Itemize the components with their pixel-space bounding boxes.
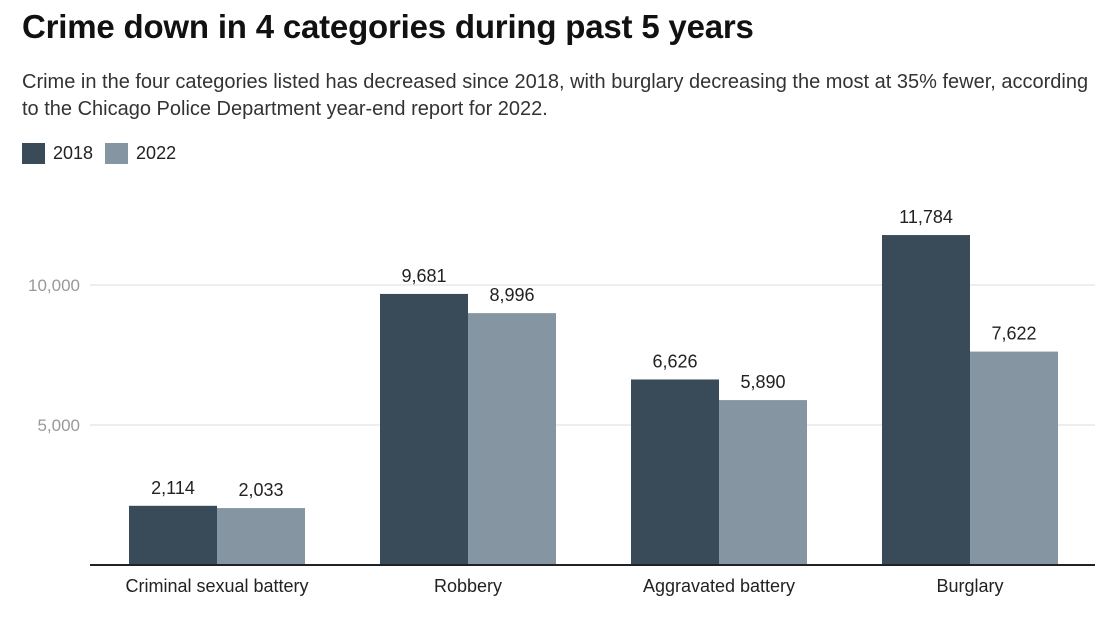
data-label: 2,114 [151,478,195,498]
bar-2018-robbery [380,293,468,565]
data-label: 5,890 [740,372,785,392]
legend-swatch-2022 [105,143,129,164]
bar-2018-burglary [882,235,970,565]
legend-item-2018: 2018 [22,143,93,164]
data-label: 2,033 [238,480,283,500]
data-label: 9,681 [401,266,446,286]
legend-swatch-2018 [22,143,45,164]
x-tick-label: Burglary [936,576,1003,596]
y-tick-label: 10,000 [28,276,80,295]
x-tick-label: Robbery [434,576,502,596]
x-tick-label: Criminal sexual battery [125,576,308,596]
bar-2018-criminal-sexual-battery [129,505,217,565]
bar-2022-aggravated-battery [719,400,807,565]
chart-subtitle: Crime in the four categories listed has … [22,71,1089,120]
bar-2022-criminal-sexual-battery [217,508,305,565]
x-tick-label: Aggravated battery [643,576,795,596]
bar-2022-burglary [970,351,1058,565]
legend-label-2018: 2018 [53,143,94,163]
bar-2018-aggravated-battery [631,379,719,565]
bar-2022-robbery [468,313,556,565]
data-label: 6,626 [652,351,697,371]
legend-label-2022: 2022 [136,143,177,163]
data-label: 7,622 [991,324,1036,344]
legend-item-2022: 2022 [105,143,176,164]
data-label: 8,996 [489,285,534,305]
chart-title: Crime down in 4 categories during past 5… [22,8,754,45]
legend: 2018 2022 [22,143,188,164]
y-tick-label: 5,000 [37,416,80,435]
data-label: 11,784 [899,207,953,227]
